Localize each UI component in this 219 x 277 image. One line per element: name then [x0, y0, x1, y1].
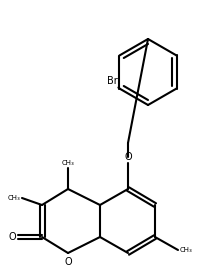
Text: CH₃: CH₃: [180, 247, 193, 253]
Text: O: O: [8, 232, 16, 242]
Text: O: O: [124, 152, 132, 162]
Text: Br: Br: [107, 76, 117, 86]
Text: O: O: [64, 257, 72, 267]
Text: CH₃: CH₃: [62, 160, 74, 166]
Text: CH₃: CH₃: [7, 195, 20, 201]
